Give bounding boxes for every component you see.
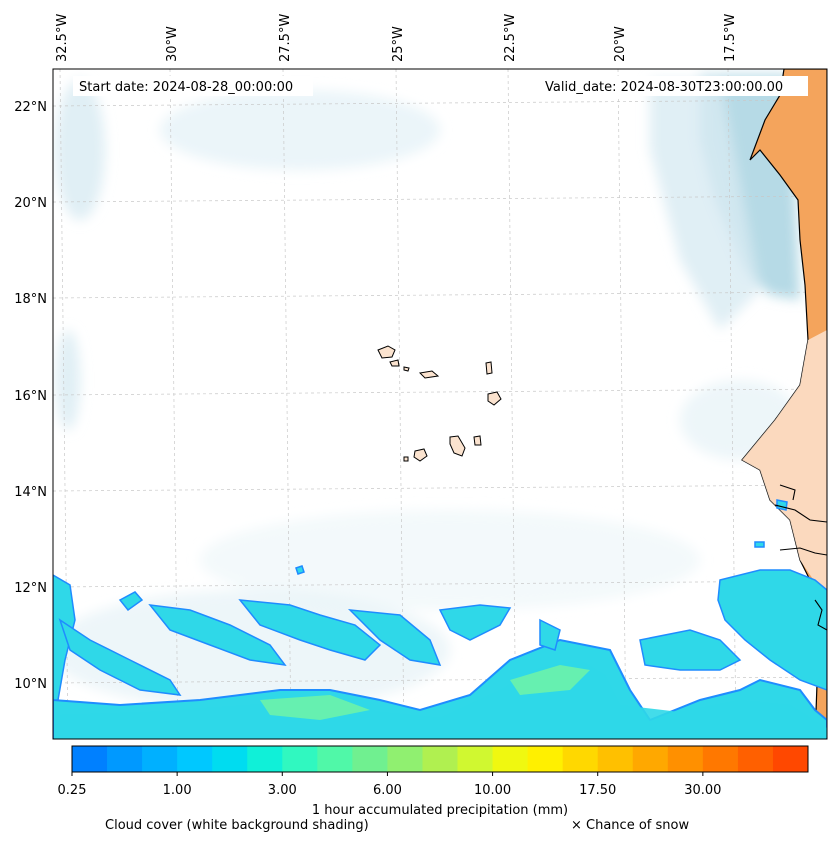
coastline-details bbox=[774, 484, 827, 631]
latitude-labels: 22°N 20°N 18°N 16°N 14°N 12°N 10°N bbox=[14, 100, 47, 692]
precip-small-cell-3 bbox=[776, 499, 788, 511]
longitude-label: 32.5°W bbox=[55, 14, 70, 62]
precip-band-east-1 bbox=[438, 604, 512, 641]
cloud-patch-nw bbox=[55, 80, 105, 220]
colorbar-tick-label: 30.00 bbox=[684, 783, 721, 798]
colorbar-segment bbox=[632, 746, 669, 772]
precip-coast-cluster bbox=[717, 569, 827, 691]
latitude-label: 20°N bbox=[14, 196, 47, 211]
colorbar-segment bbox=[422, 746, 459, 772]
colorbar-segment bbox=[387, 746, 423, 772]
colorbar-segment bbox=[177, 746, 213, 772]
precip-south-band-inner bbox=[60, 660, 827, 738]
colorbar-segment bbox=[702, 746, 739, 772]
colorbar-segment bbox=[457, 746, 494, 772]
island-santiago bbox=[449, 435, 466, 457]
precipitation-colorbar bbox=[71, 745, 809, 773]
colorbar-tick-label: 10.00 bbox=[474, 783, 511, 798]
cloud-patch-west bbox=[56, 330, 80, 430]
precip-band-east-2 bbox=[539, 618, 561, 651]
valid-date-box bbox=[538, 76, 808, 96]
precip-band-central-2 bbox=[347, 609, 442, 666]
cape-verde-islands bbox=[377, 345, 502, 462]
start-date-label: Start date: 2024-08-28_00:00:00 bbox=[79, 80, 293, 95]
precip-small-cell-4 bbox=[754, 541, 765, 548]
precip-band-west-1 bbox=[58, 618, 182, 696]
colorbar-segment bbox=[107, 746, 143, 772]
longitude-label: 30°W bbox=[165, 26, 180, 62]
island-santo-antao bbox=[377, 345, 396, 359]
latitude-label: 12°N bbox=[14, 581, 47, 596]
colorbar-frame bbox=[71, 745, 809, 773]
precipitation-areas bbox=[53, 499, 827, 739]
colorbar-segment bbox=[737, 746, 774, 772]
longitude-label: 17.5°W bbox=[723, 14, 738, 62]
colorbar-segment bbox=[72, 746, 108, 772]
precip-band-west-2 bbox=[148, 604, 287, 666]
colorbar-segment bbox=[247, 746, 283, 772]
island-sao-vicente bbox=[389, 359, 400, 367]
start-date-box bbox=[73, 76, 313, 96]
colorbar-segment bbox=[597, 746, 634, 772]
latitude-label: 18°N bbox=[14, 292, 47, 307]
colorbar-segment bbox=[352, 746, 388, 772]
latitude-label: 14°N bbox=[14, 485, 47, 500]
longitude-label: 25°W bbox=[391, 26, 406, 62]
cloud-patch-north bbox=[160, 90, 440, 170]
colorbar-segment bbox=[527, 746, 564, 772]
colorbar-segment bbox=[667, 746, 704, 772]
island-boa-vista bbox=[487, 391, 502, 406]
longitude-label: 20°W bbox=[613, 26, 628, 62]
island-sao-nicolau bbox=[418, 370, 440, 379]
colorbar-segment bbox=[492, 746, 529, 772]
cloud-band-east-light bbox=[650, 80, 760, 330]
colorbar-tick-label: 17.50 bbox=[579, 783, 616, 798]
colorbar-segment bbox=[772, 746, 809, 772]
precip-west-edge bbox=[53, 574, 76, 701]
latitude-label: 16°N bbox=[14, 389, 47, 404]
colorbar-segment bbox=[317, 746, 353, 772]
africa-coastal-shading bbox=[742, 330, 827, 600]
colorbar-label: 1 hour accumulated precipitation (mm) bbox=[312, 803, 568, 818]
precip-band-central bbox=[238, 599, 382, 661]
colorbar-segment bbox=[562, 746, 599, 772]
precip-small-cell-1 bbox=[118, 591, 144, 612]
colorbar-segment bbox=[142, 746, 178, 772]
colorbar-tick-label: 3.00 bbox=[268, 783, 297, 798]
colorbar-tick-label: 1.00 bbox=[163, 783, 192, 798]
colorbar-tick-labels: 0.25 1.00 3.00 6.00 10.00 17.50 30.00 bbox=[58, 772, 721, 798]
precip-small-cell-2 bbox=[295, 565, 305, 575]
precip-coast-cluster-2 bbox=[639, 629, 742, 671]
colorbar-tick-label: 6.00 bbox=[373, 783, 402, 798]
latitude-label: 22°N bbox=[14, 100, 47, 115]
cloud-cover-legend: Cloud cover (white background shading) bbox=[105, 818, 369, 833]
precip-core-south bbox=[510, 665, 590, 695]
island-maio bbox=[473, 435, 482, 446]
map-area: Start date: 2024-08-28_00:00:00 Valid_da… bbox=[53, 69, 827, 739]
longitude-label: 27.5°W bbox=[278, 14, 293, 62]
meridian-line bbox=[617, 69, 627, 739]
colorbar-segment bbox=[212, 746, 248, 772]
island-fogo bbox=[413, 448, 428, 462]
island-brava bbox=[403, 456, 409, 462]
longitude-labels: 32.5°W 30°W 27.5°W 25°W 22.5°W 20°W 17.5°W bbox=[55, 14, 738, 62]
snow-legend: × Chance of snow bbox=[571, 818, 690, 833]
colorbar-segment bbox=[282, 746, 318, 772]
longitude-label: 22.5°W bbox=[503, 14, 518, 62]
island-sal bbox=[485, 361, 493, 375]
precip-core-sw bbox=[260, 695, 370, 720]
valid-date-label: Valid_date: 2024-08-30T23:00:00.00 bbox=[545, 80, 783, 95]
colorbar-tick-label: 0.25 bbox=[58, 783, 87, 798]
island-santa-luzia bbox=[403, 366, 410, 372]
map-frame bbox=[52, 68, 828, 740]
latitude-label: 10°N bbox=[14, 677, 47, 692]
meridian-line bbox=[507, 69, 517, 739]
